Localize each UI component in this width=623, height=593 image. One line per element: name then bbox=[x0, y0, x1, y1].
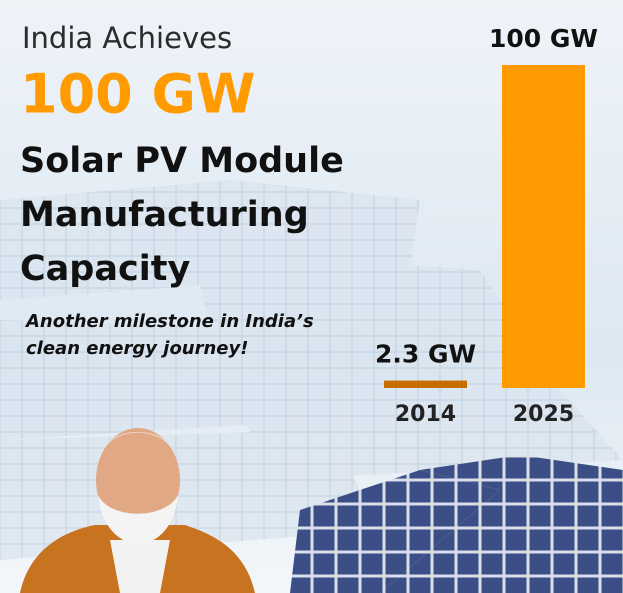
bar bbox=[502, 65, 585, 388]
category-label: 2014 bbox=[395, 402, 456, 427]
title-line: Capacity bbox=[20, 249, 190, 289]
pretitle: India Achieves bbox=[22, 21, 232, 55]
value-label: 2.3 GW bbox=[375, 340, 476, 369]
solar-panels-background bbox=[0, 180, 623, 560]
solar-panels-foreground bbox=[290, 455, 623, 593]
portrait bbox=[20, 428, 255, 593]
subtitle-line: clean energy journey! bbox=[26, 338, 248, 359]
category-label: 2025 bbox=[513, 402, 574, 427]
title-line: Solar PV Module bbox=[20, 141, 344, 181]
headline: 100 GW bbox=[20, 63, 255, 126]
value-label: 100 GW bbox=[489, 24, 598, 53]
title-line: Manufacturing bbox=[20, 195, 309, 235]
bar bbox=[384, 380, 467, 388]
subtitle-line: Another milestone in India’s bbox=[24, 311, 314, 332]
